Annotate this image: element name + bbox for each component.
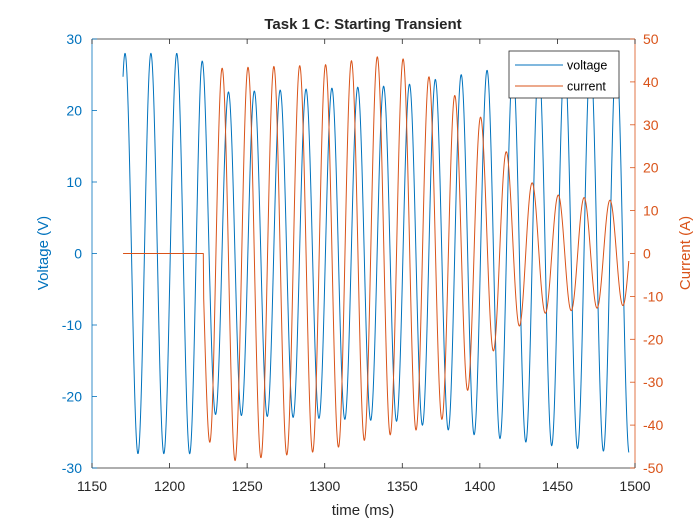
legend-box [508,50,620,99]
x-axis-ticks: 1150 1200 1250 1300 1350 1400 1450 1500 [77,39,651,494]
series-line-current [122,56,630,462]
x-tick-label: 1300 [309,478,340,494]
y-left-axis-ticks: 30 20 10 0 -10 -20 -30 [62,31,97,476]
y-right-axis-label: Current (A) [677,216,694,290]
x-tick-label: 1150 [77,478,107,494]
y-left-tick-label: 20 [66,103,82,119]
y-left-tick-label: 30 [66,31,82,47]
y-right-tick-label: 20 [643,160,659,176]
y-right-tick-label: 0 [643,246,651,262]
y-left-tick-label: 0 [74,246,82,262]
y-right-axis-ticks: 50 40 30 20 10 0 -10 -20 -30 -40 -50 [630,31,663,476]
y-right-tick-label: -40 [643,417,663,433]
x-tick-label: 1200 [154,478,185,494]
y-right-tick-label: -50 [643,460,663,476]
y-left-tick-label: -10 [62,317,82,333]
legend-label-current: current [567,80,606,94]
x-tick-label: 1250 [232,478,263,494]
plot-lines [122,52,630,462]
legend-label-voltage: voltage [567,59,607,73]
y-left-tick-label: 10 [66,174,82,190]
y-left-axis-label: Voltage (V) [35,216,52,290]
y-right-tick-label: -30 [643,374,663,390]
y-right-tick-label: -20 [643,331,663,347]
series-line-voltage [122,52,630,455]
legend: voltage current [508,50,620,99]
y-right-tick-label: 30 [643,117,659,133]
y-right-tick-label: 40 [643,74,659,90]
x-tick-label: 1500 [619,478,650,494]
y-left-tick-label: -30 [62,460,82,476]
x-tick-label: 1350 [387,478,418,494]
x-tick-label: 1450 [542,478,573,494]
y-right-tick-label: -10 [643,288,663,304]
chart-title: Task 1 C: Starting Transient [264,16,461,33]
x-axis-label: time (ms) [332,502,395,519]
y-left-tick-label: -20 [62,389,82,405]
y-right-tick-label: 50 [643,31,659,47]
y-right-tick-label: 10 [643,203,659,219]
x-tick-label: 1400 [464,478,495,494]
